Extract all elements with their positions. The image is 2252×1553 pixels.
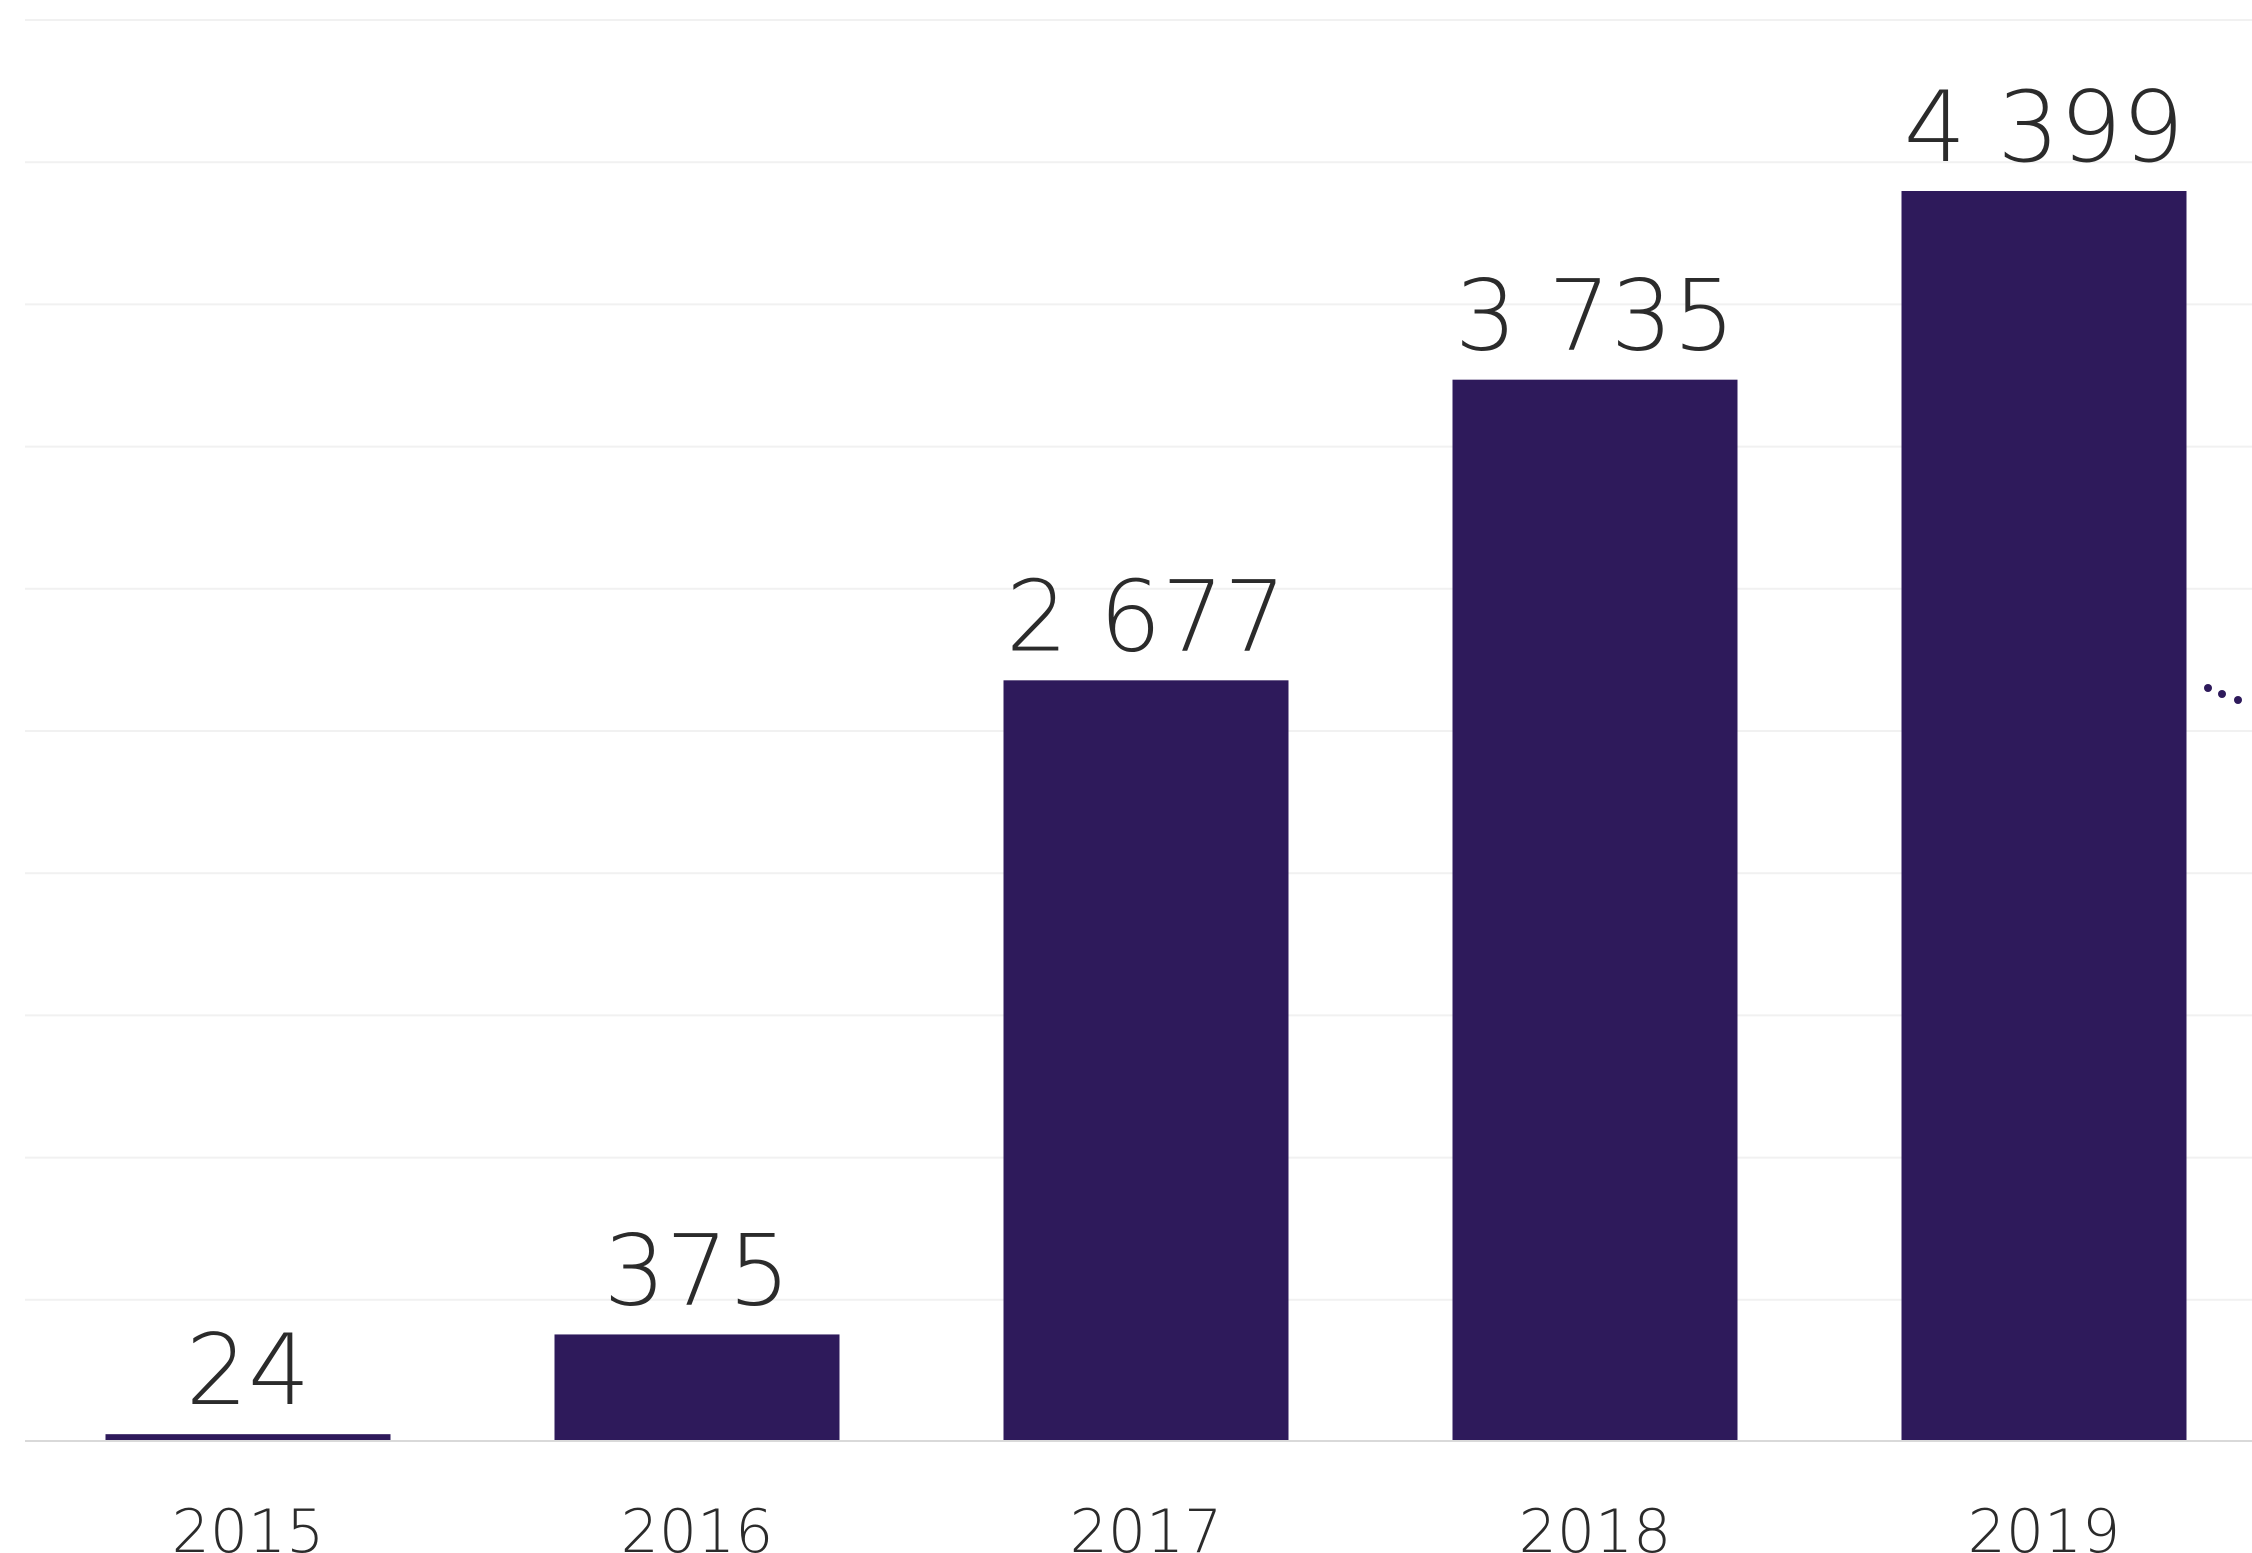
x-tick-label-2016: 2016 bbox=[621, 1497, 774, 1553]
bar-2016 bbox=[554, 1334, 840, 1441]
value-labels: 24 375 2 677 3 735 4 399 bbox=[186, 71, 2185, 1428]
value-label-2019: 4 399 bbox=[1904, 71, 2185, 185]
bars bbox=[105, 191, 2187, 1442]
continuation-dot bbox=[2204, 684, 2212, 692]
value-label-2016: 375 bbox=[603, 1214, 790, 1328]
x-tick-label-2017: 2017 bbox=[1070, 1497, 1223, 1553]
bar-2018 bbox=[1452, 379, 1738, 1442]
x-axis-tick-labels: 2015 2016 2017 2018 2019 bbox=[172, 1497, 2121, 1553]
bar-2015 bbox=[105, 1434, 391, 1441]
bar-2019 bbox=[1901, 191, 2187, 1441]
x-tick-label-2015: 2015 bbox=[172, 1497, 325, 1553]
value-label-2017: 2 677 bbox=[1006, 560, 1287, 674]
bar-2017 bbox=[1003, 680, 1289, 1441]
continuation-marker bbox=[2204, 684, 2242, 704]
value-label-2015: 24 bbox=[186, 1314, 311, 1428]
value-label-2018: 3 735 bbox=[1455, 260, 1736, 374]
x-tick-label-2018: 2018 bbox=[1519, 1497, 1672, 1553]
continuation-dot bbox=[2234, 696, 2242, 704]
continuation-dot bbox=[2218, 690, 2226, 698]
x-tick-label-2019: 2019 bbox=[1968, 1497, 2121, 1553]
